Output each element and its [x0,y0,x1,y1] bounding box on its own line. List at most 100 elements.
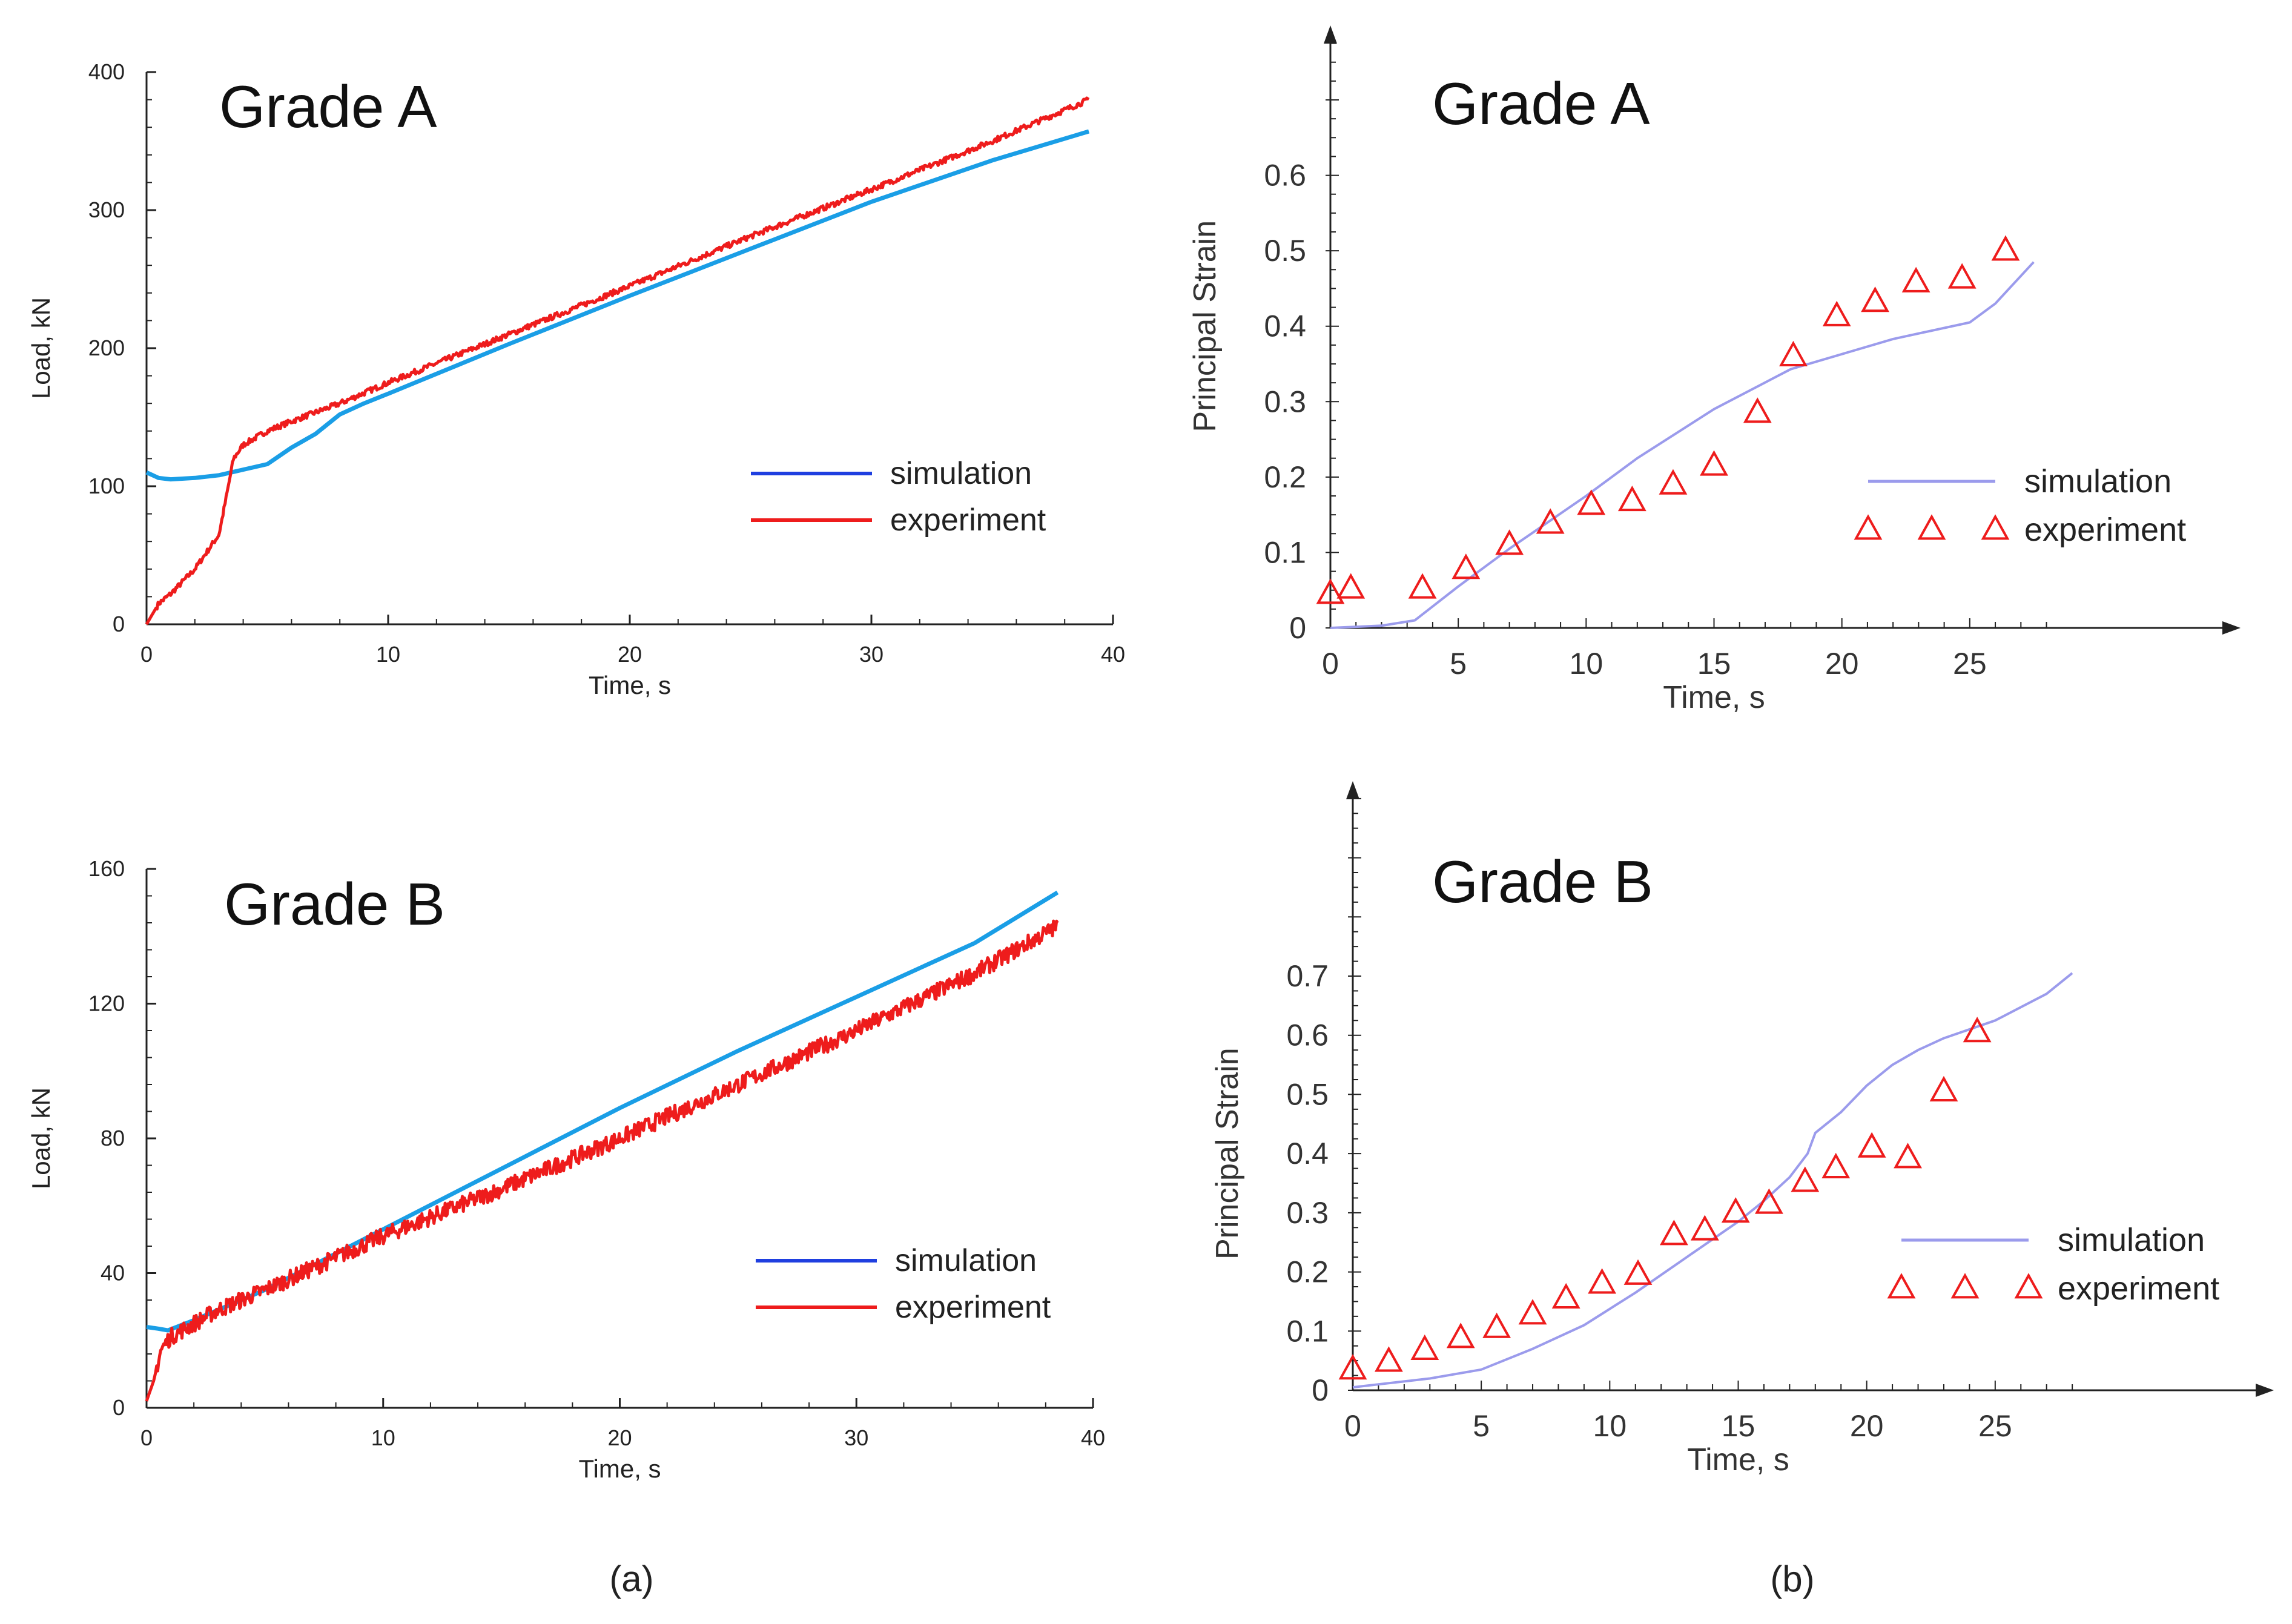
experiment-point [1375,1346,1403,1372]
legend-experiment-marker [1854,514,1883,540]
y-tick-label: 0.4 [1264,309,1306,343]
x-tick-label: 15 [1697,647,1731,681]
experiment-point [1588,1268,1617,1294]
series-experiment [145,96,1090,626]
x-tick-label: 10 [1593,1409,1627,1443]
legend-experiment-label: experiment [895,1290,1051,1325]
y-tick-label: 0 [1289,611,1306,645]
experiment-point [1518,1299,1547,1325]
chart-title: Grade B [1432,848,1653,915]
experiment-point [1721,1197,1750,1223]
legend-experiment-marker [2014,1273,2043,1299]
series-experiment [145,919,1059,1402]
y-tick-label: 100 [88,474,125,498]
experiment-point [1779,340,1808,366]
experiment-point [1623,1259,1653,1285]
experiment-point [1408,573,1437,599]
experiment-point [1336,573,1366,599]
experiment-point [1690,1215,1719,1241]
series-simulation [1352,972,2073,1389]
y-tick-label: 0.1 [1264,535,1306,569]
x-tick-label: 20 [1850,1409,1884,1443]
y-tick-label: 0.1 [1286,1314,1329,1348]
chart-strain-grade-b: 0 5 10 15 20 25 0 0.1 0.2 0.3 0.4 0.5 0.6 0.7 Time, s P… [1210,781,2274,1477]
x-tick-label: 0 [140,642,153,667]
x-tick-label: 0 [1344,1409,1361,1443]
x-tick-label: 10 [1570,647,1603,681]
x-tick-label: 30 [859,642,883,667]
x-axis-label: Time, s [578,1454,661,1483]
experiment-point [1861,286,1889,312]
x-tick-label: 20 [618,642,642,667]
legend-experiment-label: experiment [2058,1270,2219,1307]
y-tick-label: 0.6 [1286,1018,1329,1052]
y-tick-label: 0.7 [1286,959,1329,993]
legend-experiment-marker [1950,1273,1980,1299]
x-tick-label: 20 [1825,647,1859,681]
y-tick-label: 0.2 [1264,460,1306,494]
experiment-point [1660,1220,1688,1246]
chart-title: Grade A [1432,70,1650,137]
experiment-point [1482,1312,1511,1338]
experiment-point [1755,1188,1783,1214]
legend-simulation-label: simulation [2058,1222,2205,1258]
x-axis-label: Time, s [1663,680,1765,715]
y-tick-label: 0 [113,612,125,636]
experiment-point [1743,397,1772,423]
experiment-point [1963,1017,1992,1043]
legend-experiment-marker [1887,1273,1916,1299]
legend-experiment-label: experiment [890,503,1046,538]
chart-title: Grade A [219,73,437,140]
chart-title: Grade B [224,871,445,937]
y-tick-label: 40 [101,1261,125,1286]
experiment-point [1551,1282,1580,1309]
experiment-point [1700,450,1728,476]
series-simulation [145,129,1090,482]
y-axis-label: Load, kN [27,1088,55,1189]
experiment-point [1857,1132,1886,1158]
y-axis-label: Principal Strain [1187,220,1223,432]
x-tick-label: 40 [1081,1425,1105,1450]
experiment-point [1446,1322,1475,1348]
x-tick-label: 25 [1978,1409,2012,1443]
caption-a: (a) [609,1559,653,1599]
legend-experiment-label: experiment [2024,512,2186,548]
x-tick-label: 30 [844,1425,868,1450]
y-tick-label: 0 [1312,1373,1329,1407]
y-axis-label: Principal Strain [1210,1048,1245,1259]
legend-simulation-label: simulation [895,1243,1037,1278]
x-axis-label: Time, s [1687,1442,1789,1477]
legend-experiment-marker [1917,514,1946,540]
experiment-point [1991,235,2020,261]
series-simulation [146,890,1059,1333]
experiment-point [1451,553,1481,579]
y-tick-label: 0.5 [1286,1077,1329,1111]
x-tick-label: 10 [376,642,400,667]
y-tick-label: 0 [113,1395,125,1420]
x-tick-label: 20 [607,1425,632,1450]
x-tick-label: 5 [1450,647,1467,681]
experiment-point [1822,300,1851,326]
y-tick-label: 0.4 [1286,1137,1329,1170]
legend-experiment-marker [1981,514,2010,540]
x-tick-label: 25 [1953,647,1987,681]
experiment-point [1338,1354,1367,1380]
y-tick-label: 0.6 [1264,159,1306,193]
chart-strain-grade-a: 0 5 10 15 20 25 0 0.1 0.2 0.3 0.4 0.5 0.6 Time, s Prin… [1187,25,2241,715]
legend-simulation-label: simulation [2024,463,2171,500]
x-tick-label: 0 [1322,647,1339,681]
experiment-point [1894,1143,1922,1169]
experiment-point [1316,578,1345,604]
y-tick-label: 160 [88,856,125,881]
x-axis-label: Time, s [589,671,671,699]
x-tick-label: 40 [1101,642,1125,667]
x-tick-label: 15 [1722,1409,1755,1443]
y-tick-label: 80 [101,1126,125,1150]
chart-load-grade-b: 0 10 20 30 40 0 40 80 120 160 Time, s Load, kN Grade… [27,856,1105,1483]
y-tick-label: 0.3 [1264,385,1306,418]
x-axis-arrow [2222,621,2241,635]
experiment-point [1410,1334,1439,1360]
y-axis-label: Load, kN [27,297,55,399]
